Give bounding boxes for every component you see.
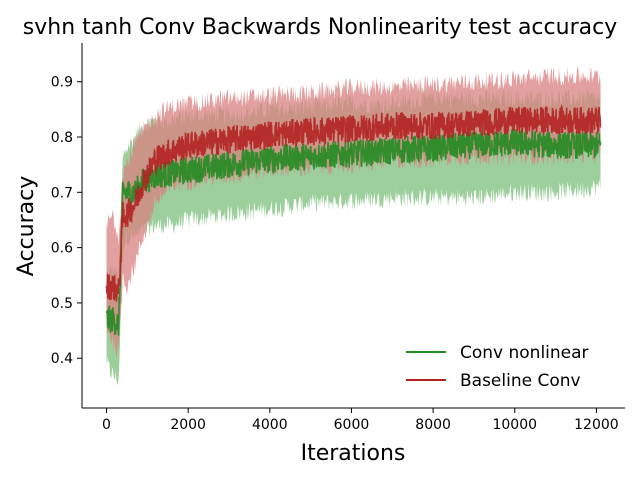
series-lines [105,103,602,336]
y-tick-label: 0.5 [51,296,73,312]
x-tick-label: 0 [102,417,111,433]
x-tick-label: 6000 [334,417,370,433]
x-tick-label: 4000 [252,417,288,433]
y-tick-label: 0.7 [51,185,73,201]
x-tick-label: 8000 [415,417,451,433]
series-line-conv-nonlinear [105,127,602,336]
chart-title: svhn tanh Conv Backwards Nonlinearity te… [23,15,617,40]
y-axis-ticks: 0.4 0.5 0.6 0.7 0.8 0.9 [51,75,82,367]
legend: Conv nonlinear Baseline Conv [406,343,589,391]
x-axis-ticks: 0 2000 4000 6000 8000 10000 12000 [102,408,619,433]
x-tick-label: 2000 [170,417,206,433]
x-tick-label: 12000 [574,417,619,433]
y-tick-label: 0.8 [51,130,73,146]
x-axis-label: Iterations [301,441,406,466]
y-axis-label: Accuracy [14,176,39,276]
legend-label: Baseline Conv [460,371,581,391]
y-tick-label: 0.4 [51,351,73,367]
legend-label: Conv nonlinear [460,343,589,363]
series-line-baseline-conv [105,103,602,302]
x-tick-label: 10000 [492,417,537,433]
y-tick-label: 0.9 [51,75,73,91]
y-tick-label: 0.6 [51,241,73,257]
